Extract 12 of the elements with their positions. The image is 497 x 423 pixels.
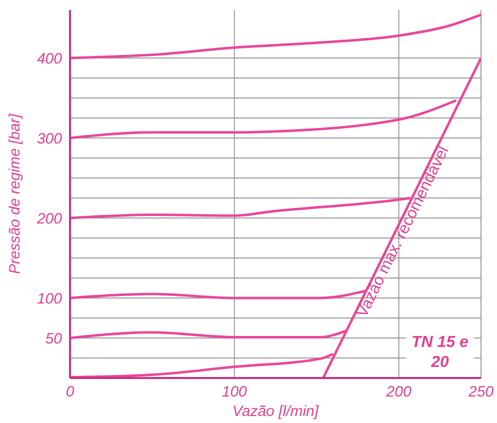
x-tick-label: 200 [385, 384, 412, 401]
y-tick-label: 50 [45, 330, 63, 348]
y-tick-label: 400 [36, 50, 63, 68]
y-axis-title: Pressão de regime [bar] [6, 113, 24, 274]
y-tick-label: 100 [36, 290, 63, 308]
x-tick-label: 0 [66, 384, 75, 401]
x-tick-label: 250 [467, 384, 494, 401]
x-tick-label: 100 [222, 384, 248, 401]
annotation: TN 15 e 20 [406, 333, 474, 373]
y-tick-label: 300 [36, 130, 63, 148]
y-tick-label: 200 [36, 210, 63, 228]
x-axis-title: Vazão [l/min] [232, 403, 320, 420]
